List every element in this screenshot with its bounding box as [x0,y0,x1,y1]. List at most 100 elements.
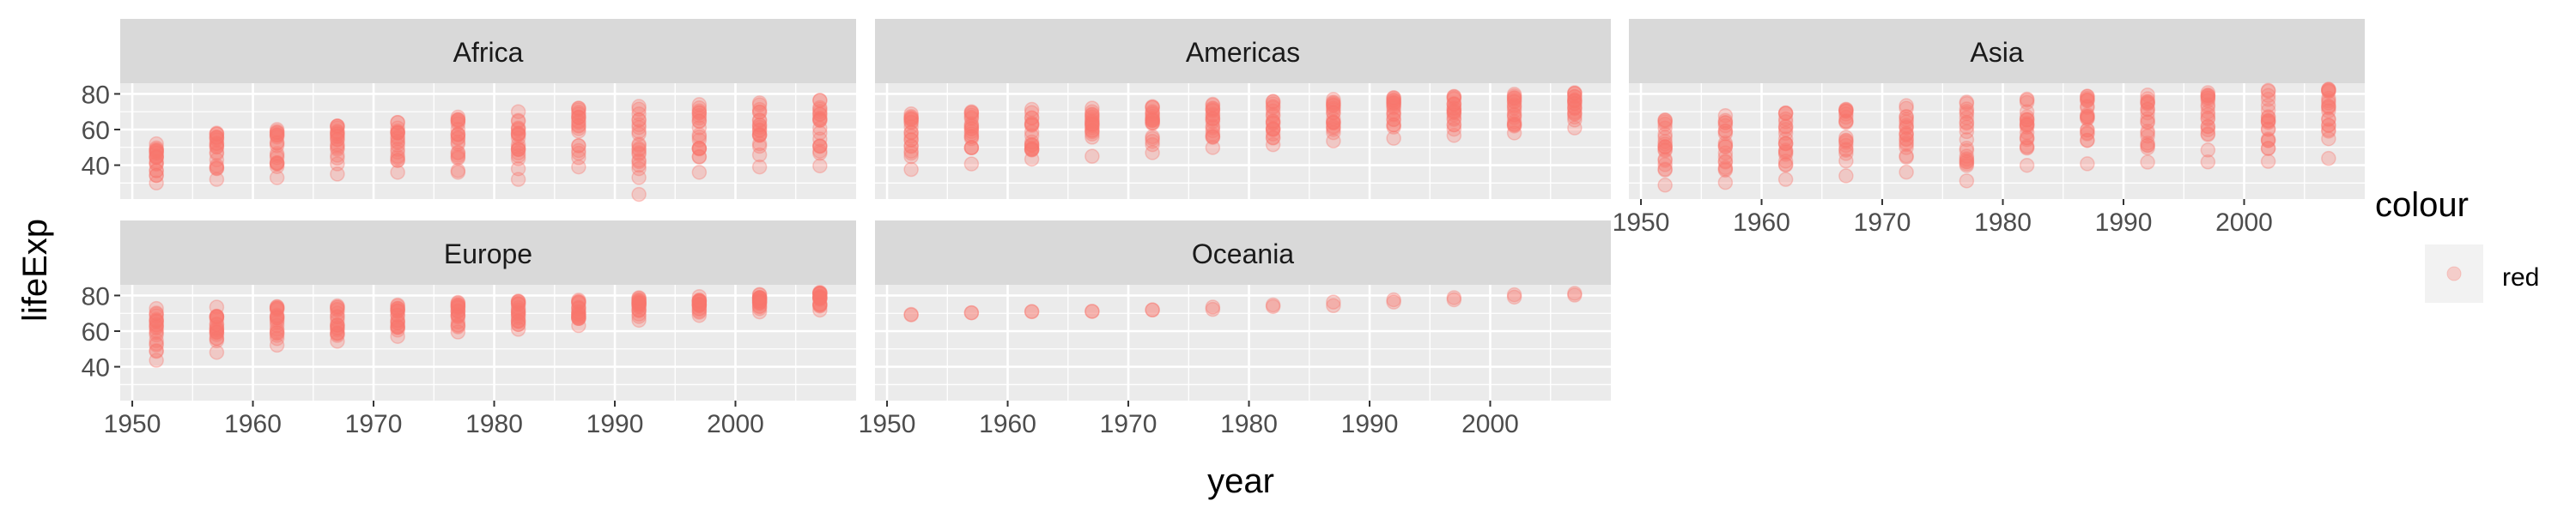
data-point [751,147,768,163]
data-point [1899,164,1914,180]
points-asia [1657,81,2336,193]
data-point [1959,104,1975,119]
data-point [510,139,526,155]
data-point [1084,116,1100,131]
data-point [751,294,768,311]
data-point [2321,103,2336,119]
data-point [1205,120,1221,136]
data-point [149,149,164,166]
data-point [2200,142,2216,158]
data-point [2140,124,2155,139]
data-point [209,322,225,337]
data-point [2200,118,2216,134]
data-point [1024,138,1040,154]
data-point [2019,115,2035,131]
data-point [1265,136,1281,153]
data-point [510,313,526,329]
data-point [1205,111,1221,126]
x-tick-label: 2000 [2215,208,2273,237]
data-point [1205,97,1221,113]
data-point [390,307,405,323]
data-point [1717,174,1734,190]
data-point [691,113,708,129]
facet-strip-label: Asia [1970,37,2023,68]
data-point [1084,122,1100,138]
data-point [450,126,466,142]
data-point [2260,103,2276,118]
data-point [2200,88,2216,104]
data-point [812,138,828,154]
data-point [903,128,919,144]
facet-strip [875,19,1611,83]
data-point [1717,139,1734,154]
data-point [330,118,345,134]
data-point [2140,125,2155,141]
data-point [1959,154,1975,170]
data-point [2260,112,2276,129]
data-point [1567,94,1583,109]
data-point [631,112,647,128]
data-point [1386,91,1401,107]
data-point [1205,112,1221,128]
data-point [1145,130,1160,147]
data-point [390,134,405,149]
data-point [1838,101,1854,118]
data-point [1506,100,1522,116]
data-point [2140,91,2155,106]
facet-strip-label: Europe [444,238,532,269]
data-point [2080,122,2095,138]
data-point [1446,105,1462,121]
data-point [2080,123,2095,138]
data-point [269,314,285,330]
data-point [691,297,708,312]
data-point [812,112,828,129]
data-point [1838,113,1854,129]
data-point [390,137,405,154]
data-point [751,123,768,139]
data-point [2260,92,2276,107]
data-point [1265,297,1281,313]
data-point [571,102,586,118]
data-point [1777,157,1794,173]
data-point [1899,109,1914,124]
data-point [450,109,466,125]
data-point [1567,88,1583,105]
data-point [1717,137,1734,153]
facet-strip-label: Oceania [1192,238,1294,269]
data-point [1717,154,1734,169]
data-point [1899,125,1914,142]
data-point [812,286,828,301]
facet-panel-asia: Asia [1629,19,2365,199]
data-point [209,310,225,325]
data-point [1777,111,1794,127]
data-point [450,295,466,311]
data-point [450,307,466,323]
data-point [269,148,285,164]
data-point [751,287,768,303]
data-point [450,294,466,311]
data-point [450,134,466,150]
data-point [571,142,586,159]
data-point [390,297,405,313]
data-point [1145,106,1160,122]
data-point [1386,97,1401,112]
data-point [149,325,164,341]
data-point [1717,112,1734,129]
data-point [1567,109,1583,125]
data-point [1838,146,1854,161]
data-point [2200,110,2216,126]
data-point [1265,96,1281,112]
data-point [1838,153,1854,169]
data-point [751,290,768,305]
data-point [631,186,647,202]
data-point [330,299,345,315]
y-axis-title: lifeExp [16,219,54,322]
data-point [571,121,586,136]
data-point [390,124,405,140]
data-point [1145,99,1160,114]
data-point [2019,94,2035,111]
data-point [903,145,919,161]
data-point [209,311,225,327]
data-point [1386,106,1401,122]
data-point [571,109,586,125]
